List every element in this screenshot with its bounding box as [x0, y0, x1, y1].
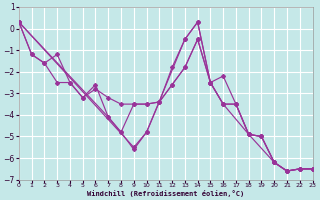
- X-axis label: Windchill (Refroidissement éolien,°C): Windchill (Refroidissement éolien,°C): [87, 190, 244, 197]
